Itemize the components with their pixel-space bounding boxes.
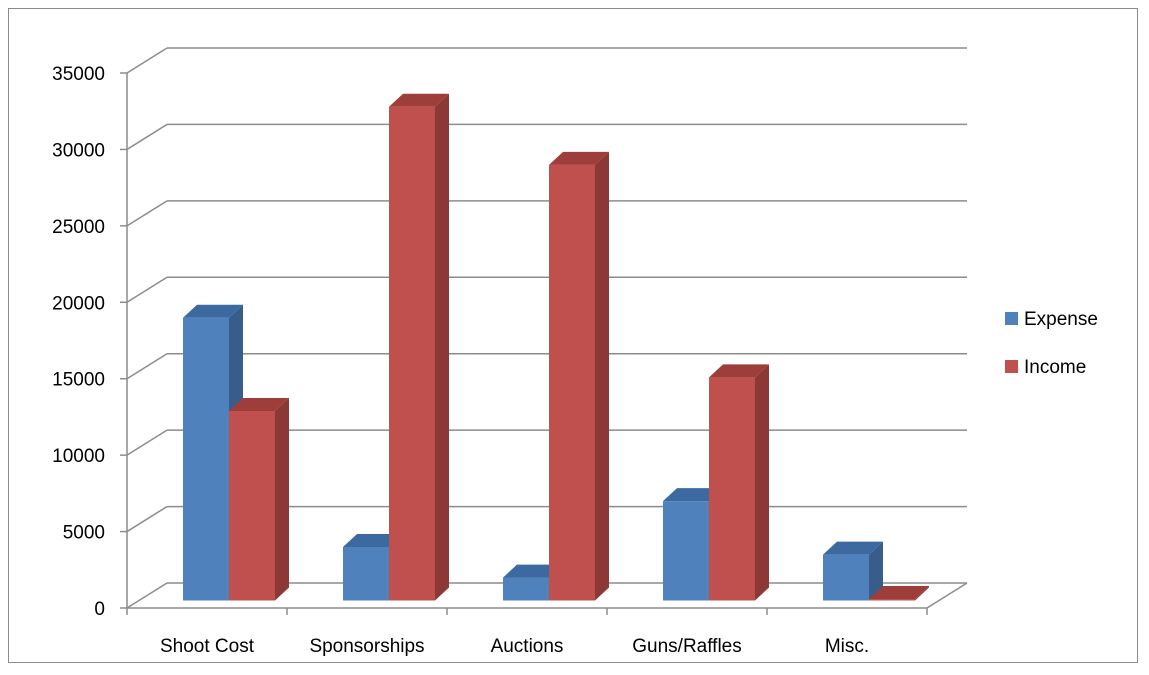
bar-side-income-auctions [595, 151, 609, 601]
bar-side-income-sponsorships [435, 93, 449, 601]
bar-side-expense-misc [869, 541, 883, 601]
y-tick-label-0: 0 [94, 599, 105, 620]
bar-top-income-sponsorships [389, 93, 449, 107]
bar-top-expense-auctions [503, 564, 563, 578]
x-tick-label-sponsorships: Sponsorships [309, 636, 424, 657]
gridline-depth-5 [126, 200, 168, 227]
bar-top-expense-misc [823, 541, 883, 555]
gridline-depth-6 [126, 123, 168, 151]
x-axis-tick-labels: Shoot Cost Sponsorships Auctions Guns/Raffl… [160, 636, 869, 657]
bar-front-income-shoot-cost [229, 410, 275, 601]
gridline-depth-3 [126, 353, 168, 380]
bar-front-income-auctions [549, 164, 595, 601]
bar-top-expense-guns-raffles [663, 488, 723, 502]
bar-income-shoot-cost [229, 397, 289, 601]
gridline-depth-2 [126, 429, 168, 456]
bar-side-income-guns-raffles [755, 364, 769, 601]
legend-item-expense: Expense [1005, 309, 1098, 330]
y-tick-label-3: 15000 [52, 370, 105, 391]
bar-front-expense-auctions [503, 577, 549, 601]
bar-expense-misc [823, 541, 883, 601]
y-tick-label-4: 20000 [52, 293, 105, 314]
bar-income-auctions [549, 151, 609, 601]
bar-top-income-misc [869, 585, 929, 599]
gridline-depth-0 [126, 582, 168, 609]
gridline-depth-4 [126, 276, 168, 303]
bar-side-income-misc [915, 585, 929, 601]
legend-label-income: Income [1024, 357, 1086, 378]
floor-right-edge [926, 582, 968, 609]
y-tick-label-5: 25000 [52, 217, 105, 238]
x-tick-label-shoot-cost: Shoot Cost [160, 636, 255, 657]
y-tick-label-7: 35000 [52, 64, 105, 85]
bar-income-sponsorships [389, 93, 449, 601]
bar-front-expense-misc [823, 554, 869, 601]
bar-front-income-sponsorships [389, 106, 435, 601]
bar-top-expense-sponsorships [343, 534, 403, 547]
axes [120, 72, 968, 615]
legend: Expense Income [1005, 309, 1098, 378]
y-axis-tick-labels: 0 5000 10000 15000 20000 25000 30000 35000 [52, 64, 105, 620]
bar-top-income-guns-raffles [709, 364, 769, 378]
x-tick-label-auctions: Auctions [491, 636, 564, 657]
legend-swatch-income [1005, 360, 1018, 373]
bar-top-income-shoot-cost [229, 397, 289, 411]
gridline-depth-1 [126, 505, 168, 533]
legend-swatch-expense [1005, 312, 1018, 325]
bar-front-expense-guns-raffles [663, 501, 709, 601]
y-tick-label-6: 30000 [52, 140, 105, 161]
gridline-depth-7 [126, 47, 168, 74]
y-tick-label-1: 5000 [63, 523, 105, 544]
y-tick-label-2: 10000 [52, 446, 105, 467]
bar-side-income-shoot-cost [275, 397, 289, 601]
bar-income-guns-raffles [709, 364, 769, 601]
x-tick-label-misc: Misc. [825, 636, 869, 657]
bar-front-income-guns-raffles [709, 377, 755, 601]
bar-income-misc [869, 585, 929, 601]
bars [183, 93, 929, 601]
bar-front-expense-sponsorships [343, 547, 389, 601]
bar-expense-shoot-cost [183, 304, 243, 601]
legend-label-expense: Expense [1024, 309, 1098, 330]
legend-item-income: Income [1005, 357, 1086, 378]
x-tick-label-guns-raffles: Guns/Raffles [632, 636, 741, 657]
bar-top-income-auctions [549, 151, 609, 165]
bar-top-expense-shoot-cost [183, 304, 243, 318]
bar-front-income-misc [869, 598, 915, 601]
bar-front-expense-shoot-cost [183, 317, 229, 601]
